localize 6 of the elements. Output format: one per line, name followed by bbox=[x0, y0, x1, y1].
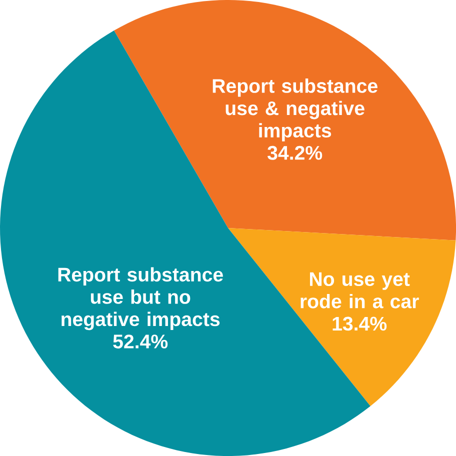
data-label: 34.2% bbox=[268, 146, 322, 160]
slice-label: No use yet rode in a car bbox=[300, 272, 419, 308]
data-label: 52.4% bbox=[113, 334, 168, 348]
slice-label: Report substance use but no negative impacts bbox=[58, 267, 223, 330]
slice-label: Report substance use & negative impacts bbox=[212, 78, 378, 142]
data-label: 13.4% bbox=[332, 316, 387, 331]
